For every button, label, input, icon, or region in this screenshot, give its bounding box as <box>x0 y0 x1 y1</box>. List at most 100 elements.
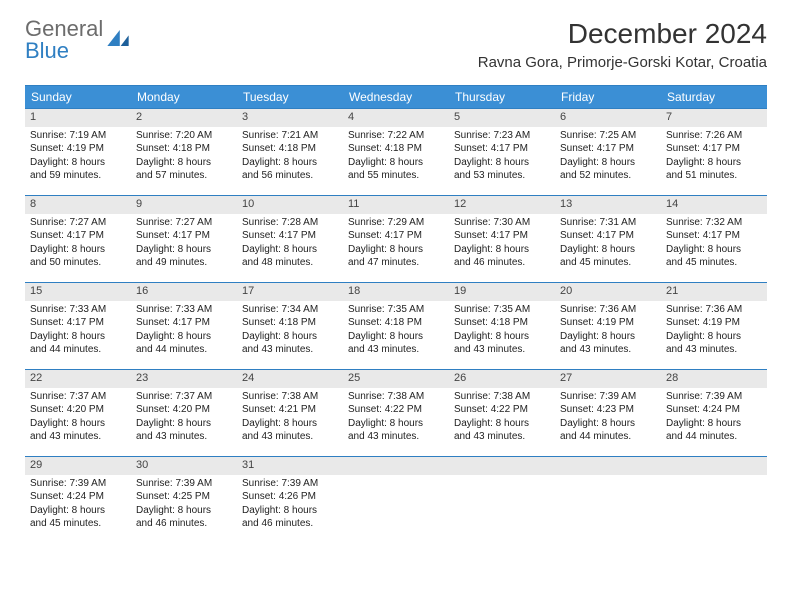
page-title: December 2024 <box>478 18 767 50</box>
daylight-text: Daylight: 8 hours <box>348 418 444 431</box>
day-body: Sunrise: 7:33 AMSunset: 4:17 PMDaylight:… <box>25 301 131 363</box>
sunset-text: Sunset: 4:23 PM <box>560 404 656 417</box>
sunset-text: Sunset: 4:18 PM <box>348 317 444 330</box>
sunrise-text: Sunrise: 7:39 AM <box>560 391 656 404</box>
logo: General Blue <box>25 18 129 62</box>
day-cell: 21Sunrise: 7:36 AMSunset: 4:19 PMDayligh… <box>661 283 767 369</box>
sunset-text: Sunset: 4:18 PM <box>136 143 232 156</box>
sunrise-text: Sunrise: 7:23 AM <box>454 130 550 143</box>
daylight-text: and 50 minutes. <box>30 257 126 270</box>
day-body: Sunrise: 7:39 AMSunset: 4:24 PMDaylight:… <box>25 475 131 537</box>
daylight-text: and 59 minutes. <box>30 170 126 183</box>
weekday-header: Wednesday <box>343 86 449 108</box>
day-cell: 29Sunrise: 7:39 AMSunset: 4:24 PMDayligh… <box>25 457 131 543</box>
week-row: 29Sunrise: 7:39 AMSunset: 4:24 PMDayligh… <box>25 456 767 543</box>
sunrise-text: Sunrise: 7:19 AM <box>30 130 126 143</box>
sunrise-text: Sunrise: 7:36 AM <box>666 304 762 317</box>
day-number: 16 <box>131 283 237 301</box>
daylight-text: Daylight: 8 hours <box>454 418 550 431</box>
sunset-text: Sunset: 4:19 PM <box>30 143 126 156</box>
day-cell: 19Sunrise: 7:35 AMSunset: 4:18 PMDayligh… <box>449 283 555 369</box>
day-number: 26 <box>449 370 555 388</box>
sunset-text: Sunset: 4:17 PM <box>136 317 232 330</box>
daylight-text: Daylight: 8 hours <box>30 331 126 344</box>
daylight-text: Daylight: 8 hours <box>560 418 656 431</box>
logo-text-b: Blue <box>25 38 69 63</box>
day-cell: 7Sunrise: 7:26 AMSunset: 4:17 PMDaylight… <box>661 109 767 195</box>
daylight-text: Daylight: 8 hours <box>242 505 338 518</box>
day-cell: 25Sunrise: 7:38 AMSunset: 4:22 PMDayligh… <box>343 370 449 456</box>
daylight-text: and 44 minutes. <box>30 344 126 357</box>
sunset-text: Sunset: 4:18 PM <box>454 317 550 330</box>
day-number: 12 <box>449 196 555 214</box>
day-number: 10 <box>237 196 343 214</box>
daylight-text: Daylight: 8 hours <box>30 157 126 170</box>
daylight-text: and 43 minutes. <box>348 431 444 444</box>
daylight-text: Daylight: 8 hours <box>666 418 762 431</box>
logo-text: General Blue <box>25 18 103 62</box>
daylight-text: and 43 minutes. <box>560 344 656 357</box>
day-cell: 27 Sunrise: 7:39 AMSunset: 4:23 PMDayligh… <box>555 370 661 456</box>
daylight-text: Daylight: 8 hours <box>136 244 232 257</box>
day-cell <box>661 457 767 543</box>
sunset-text: Sunset: 4:26 PM <box>242 491 338 504</box>
day-cell: 10Sunrise: 7:28 AMSunset: 4:17 PMDayligh… <box>237 196 343 282</box>
day-number: 31 <box>237 457 343 475</box>
sunrise-text: Sunrise: 7:20 AM <box>136 130 232 143</box>
day-body: Sunrise: 7:35 AMSunset: 4:18 PMDaylight:… <box>343 301 449 363</box>
daylight-text: Daylight: 8 hours <box>454 157 550 170</box>
day-cell: 22Sunrise: 7:37 AMSunset: 4:20 PMDayligh… <box>25 370 131 456</box>
daylight-text: and 43 minutes. <box>136 431 232 444</box>
day-body: Sunrise: 7:27 AMSunset: 4:17 PMDaylight:… <box>25 214 131 276</box>
week-row: 1Sunrise: 7:19 AMSunset: 4:19 PMDaylight… <box>25 108 767 195</box>
sunrise-text: Sunrise: 7:35 AM <box>348 304 444 317</box>
day-body: Sunrise: 7:33 AMSunset: 4:17 PMDaylight:… <box>131 301 237 363</box>
day-number <box>661 457 767 475</box>
day-body: Sunrise: 7:38 AMSunset: 4:22 PMDaylight:… <box>343 388 449 450</box>
day-body: Sunrise: 7:30 AMSunset: 4:17 PMDaylight:… <box>449 214 555 276</box>
day-number: 21 <box>661 283 767 301</box>
day-body: Sunrise: 7:22 AMSunset: 4:18 PMDaylight:… <box>343 127 449 189</box>
day-cell: 11Sunrise: 7:29 AMSunset: 4:17 PMDayligh… <box>343 196 449 282</box>
daylight-text: and 44 minutes. <box>560 431 656 444</box>
weekday-header-row: Sunday Monday Tuesday Wednesday Thursday… <box>25 86 767 108</box>
sunset-text: Sunset: 4:25 PM <box>136 491 232 504</box>
daylight-text: and 56 minutes. <box>242 170 338 183</box>
weekday-header: Friday <box>555 86 661 108</box>
day-body: Sunrise: 7:26 AMSunset: 4:17 PMDaylight:… <box>661 127 767 189</box>
day-number: 27 <box>555 370 661 388</box>
day-number <box>449 457 555 475</box>
day-cell: 12Sunrise: 7:30 AMSunset: 4:17 PMDayligh… <box>449 196 555 282</box>
day-number: 30 <box>131 457 237 475</box>
sunrise-text: Sunrise: 7:26 AM <box>666 130 762 143</box>
daylight-text: Daylight: 8 hours <box>348 244 444 257</box>
daylight-text: Daylight: 8 hours <box>136 505 232 518</box>
daylight-text: and 46 minutes. <box>454 257 550 270</box>
day-body: Sunrise: 7:25 AMSunset: 4:17 PMDaylight:… <box>555 127 661 189</box>
day-cell: 15Sunrise: 7:33 AMSunset: 4:17 PMDayligh… <box>25 283 131 369</box>
daylight-text: and 52 minutes. <box>560 170 656 183</box>
sunset-text: Sunset: 4:17 PM <box>30 317 126 330</box>
sunrise-text: Sunrise: 7:33 AM <box>136 304 232 317</box>
sunrise-text: Sunrise: 7:39 AM <box>30 478 126 491</box>
daylight-text: and 45 minutes. <box>30 518 126 531</box>
daylight-text: and 57 minutes. <box>136 170 232 183</box>
daylight-text: Daylight: 8 hours <box>136 418 232 431</box>
daylight-text: Daylight: 8 hours <box>666 331 762 344</box>
day-number: 19 <box>449 283 555 301</box>
day-body: Sunrise: 7:34 AMSunset: 4:18 PMDaylight:… <box>237 301 343 363</box>
sunrise-text: Sunrise: 7:27 AM <box>136 217 232 230</box>
day-body: Sunrise: 7:20 AMSunset: 4:18 PMDaylight:… <box>131 127 237 189</box>
weeks-container: 1Sunrise: 7:19 AMSunset: 4:19 PMDaylight… <box>25 108 767 543</box>
daylight-text: and 43 minutes. <box>30 431 126 444</box>
sunrise-text: Sunrise: 7:33 AM <box>30 304 126 317</box>
day-cell: 4Sunrise: 7:22 AMSunset: 4:18 PMDaylight… <box>343 109 449 195</box>
title-block: December 2024 Ravna Gora, Primorje-Gorsk… <box>478 18 767 71</box>
sunrise-text: Sunrise: 7:29 AM <box>348 217 444 230</box>
day-cell: 26Sunrise: 7:38 AMSunset: 4:22 PMDayligh… <box>449 370 555 456</box>
daylight-text: Daylight: 8 hours <box>30 418 126 431</box>
sunrise-text: Sunrise: 7:36 AM <box>560 304 656 317</box>
header-row: General Blue December 2024 Ravna Gora, P… <box>25 18 767 71</box>
day-cell <box>555 457 661 543</box>
day-number: 3 <box>237 109 343 127</box>
